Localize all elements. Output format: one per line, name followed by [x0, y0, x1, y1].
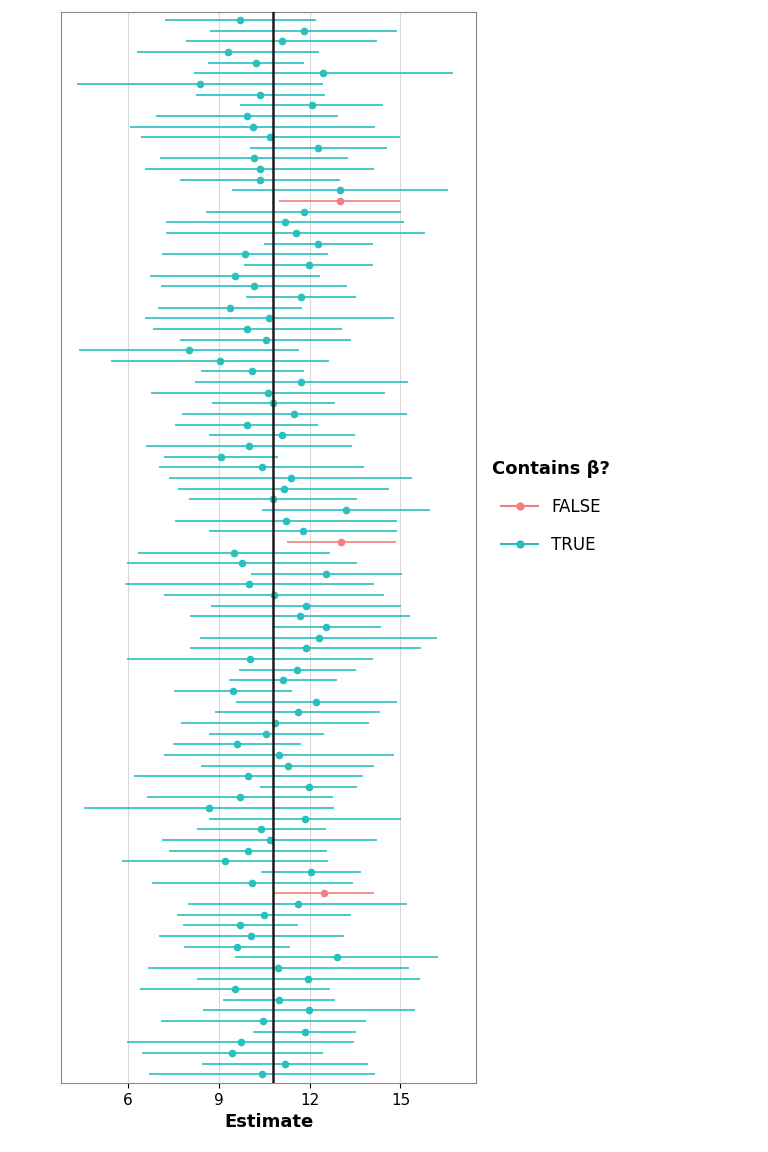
X-axis label: Estimate: Estimate: [224, 1113, 313, 1131]
Legend: FALSE, TRUE: FALSE, TRUE: [492, 460, 610, 554]
